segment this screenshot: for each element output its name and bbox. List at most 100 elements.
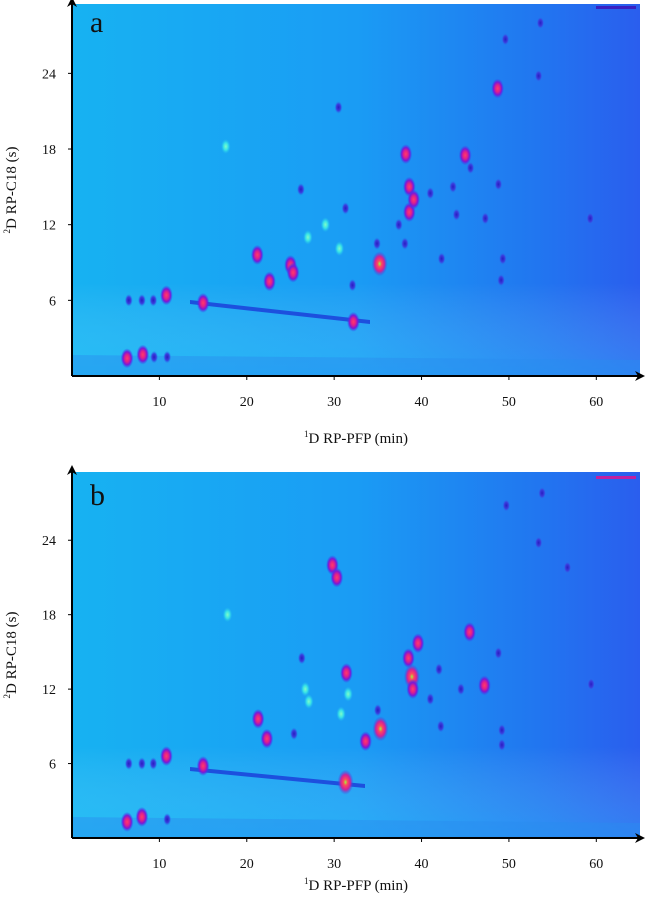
y-tick-label-b-1: 12 <box>42 683 56 698</box>
data-spot-a-35 <box>466 161 475 175</box>
data-spot-b-9 <box>251 708 265 729</box>
top-right-bar-b <box>596 476 636 479</box>
data-spot-a-20 <box>348 278 357 292</box>
data-spot-b-17 <box>340 663 353 683</box>
data-spot-a-0 <box>120 348 134 369</box>
data-spot-b-19 <box>343 686 353 702</box>
x-ticks-a: 10 20 30 40 50 60 <box>152 376 603 410</box>
y-axis-title-a: 2D RP-C18 (s) <box>2 146 20 233</box>
data-spot-a-33 <box>452 208 461 221</box>
data-spot-b-16 <box>330 567 344 588</box>
spots-b <box>120 486 596 832</box>
data-spot-a-1 <box>136 344 150 365</box>
data-spot-b-41 <box>587 677 596 691</box>
data-spot-b-11 <box>290 727 298 741</box>
data-spot-b-25 <box>402 648 415 669</box>
panel-letter-b: b <box>90 479 105 512</box>
y-tick-label-a-2: 18 <box>42 143 56 158</box>
data-spot-b-10 <box>260 728 274 749</box>
y-tick-label-a-0: 6 <box>49 294 56 309</box>
x-tick-label-a-3: 40 <box>415 395 429 410</box>
data-spot-b-2 <box>163 813 172 826</box>
data-spot-a-23 <box>373 237 381 250</box>
data-spot-a-34 <box>458 145 472 166</box>
data-spot-b-7 <box>196 756 210 776</box>
data-spot-b-22 <box>372 716 389 742</box>
x-tick-label-a-5: 60 <box>589 395 603 410</box>
data-spot-a-42 <box>534 69 543 83</box>
x-tick-label-b-2: 30 <box>327 857 341 872</box>
data-spot-b-37 <box>502 499 511 512</box>
data-spot-a-37 <box>491 78 504 99</box>
data-spot-a-39 <box>497 273 506 287</box>
data-spot-a-36 <box>481 212 490 225</box>
data-spot-b-8 <box>222 607 233 623</box>
data-spot-b-30 <box>436 720 445 733</box>
chart-panel-b: 10 20 30 40 50 60 6 12 18 24 b 1D RP-PFP (min) 2… <box>2 465 645 894</box>
data-spot-b-31 <box>456 682 465 696</box>
y-ticks-b: 6 12 18 24 <box>42 534 72 773</box>
data-spot-b-33 <box>478 675 491 696</box>
data-spot-a-43 <box>536 16 545 30</box>
data-spot-a-28 <box>400 237 409 250</box>
data-spot-a-19 <box>341 202 350 215</box>
data-spot-b-0 <box>120 811 134 832</box>
data-spot-b-35 <box>497 723 506 737</box>
data-spot-b-40 <box>563 561 572 574</box>
data-spot-b-27 <box>406 679 420 700</box>
x-tick-label-a-4: 50 <box>502 395 516 410</box>
plot-area-b-shade <box>72 472 640 838</box>
data-spot-a-44 <box>586 212 595 225</box>
y-tick-label-b-2: 18 <box>42 609 56 624</box>
data-spot-a-5 <box>137 294 146 307</box>
data-spot-b-34 <box>494 646 503 660</box>
chart-panel-a: 10 20 30 40 50 60 6 12 18 24 a 1D RP-PFP (min) 2… <box>2 0 645 447</box>
data-spot-b-5 <box>149 757 158 770</box>
data-spot-a-13 <box>286 262 300 283</box>
x-tick-label-b-1: 20 <box>240 857 254 872</box>
data-spot-b-32 <box>463 622 476 642</box>
baseline-band-a <box>72 355 640 376</box>
y-tick-label-a-3: 24 <box>42 67 56 82</box>
data-spot-b-6 <box>160 746 173 767</box>
data-spot-a-40 <box>494 178 503 191</box>
x-axis-title-a: 1D RP-PFP (min) <box>304 429 408 447</box>
x-tick-label-a-2: 30 <box>327 395 341 410</box>
data-spot-a-17 <box>334 241 345 257</box>
data-spot-a-24 <box>399 144 413 165</box>
data-spot-a-3 <box>163 350 172 364</box>
data-spot-a-4 <box>124 294 133 307</box>
data-spot-b-12 <box>297 651 306 665</box>
data-spot-a-2 <box>150 350 159 364</box>
data-spot-b-36 <box>497 738 506 752</box>
data-spot-b-3 <box>124 757 133 770</box>
y-axis-title-b: 2D RP-C18 (s) <box>2 611 20 698</box>
data-spot-a-8 <box>196 292 210 313</box>
data-spot-b-23 <box>373 703 382 717</box>
x-tick-label-b-0: 10 <box>152 857 166 872</box>
data-spot-a-21 <box>347 311 360 332</box>
x-tick-label-a-1: 20 <box>240 395 254 410</box>
panel-letter-a: a <box>90 6 103 39</box>
x-ticks-b: 10 20 30 40 50 60 <box>152 838 603 872</box>
data-spot-a-6 <box>149 294 158 307</box>
data-spot-b-29 <box>435 663 443 676</box>
data-spot-b-18 <box>336 706 346 722</box>
diagonal-streak-b <box>190 767 365 788</box>
data-spot-b-4 <box>137 757 146 770</box>
top-right-bar-a <box>596 6 636 9</box>
data-spot-b-21 <box>359 731 372 752</box>
data-spot-a-31 <box>437 252 446 265</box>
data-spot-a-10 <box>250 244 264 265</box>
data-spot-b-39 <box>538 486 547 500</box>
data-spot-b-1 <box>135 806 149 827</box>
data-spot-a-27 <box>407 189 421 210</box>
y-tick-label-a-1: 12 <box>42 219 56 234</box>
data-spot-a-29 <box>394 218 403 231</box>
data-spot-a-38 <box>498 252 507 265</box>
data-spot-b-28 <box>426 692 435 706</box>
data-spot-b-26 <box>411 633 425 654</box>
data-spot-a-15 <box>303 229 313 245</box>
data-spot-a-9 <box>221 139 231 154</box>
